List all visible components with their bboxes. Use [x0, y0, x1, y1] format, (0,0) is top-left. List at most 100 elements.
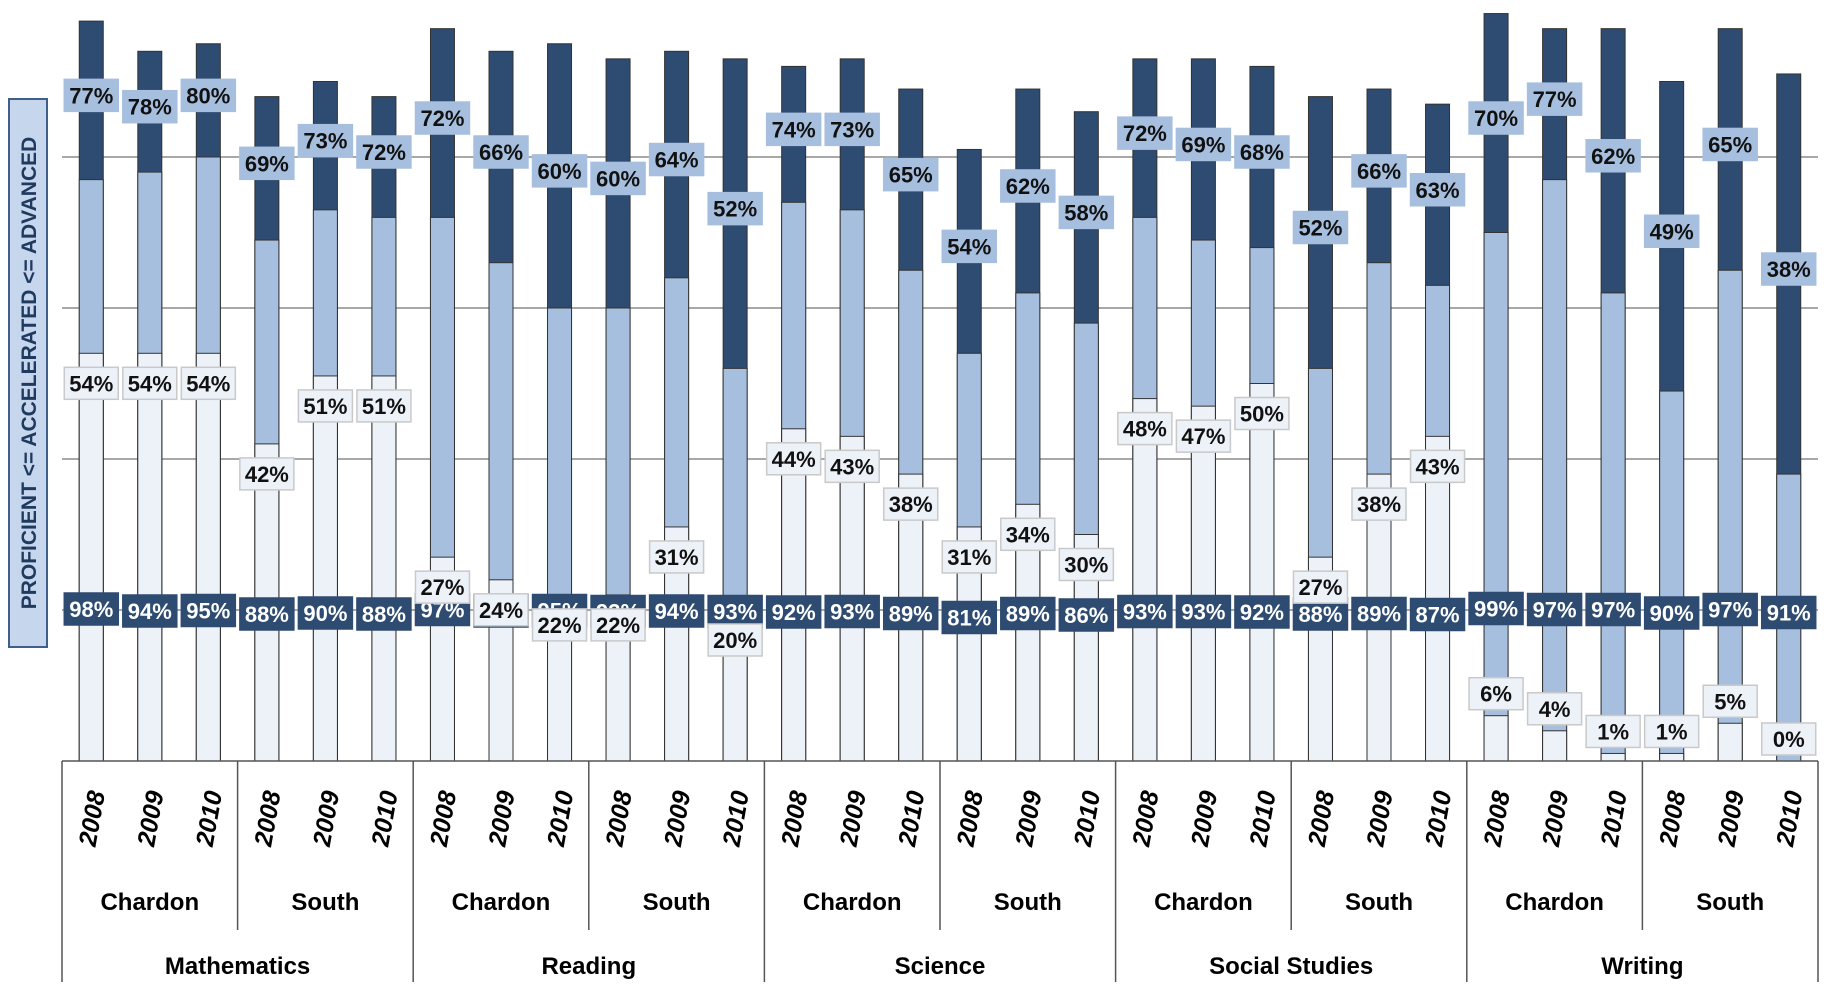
- data-label: 94%: [128, 599, 172, 624]
- data-label: 48%: [1123, 417, 1167, 442]
- data-label: 93%: [713, 600, 757, 625]
- data-label: 80%: [186, 83, 230, 108]
- data-label: 73%: [830, 117, 874, 142]
- data-label-box: [882, 487, 939, 521]
- data-label-box: [63, 78, 120, 113]
- data-label: 65%: [1708, 132, 1752, 157]
- data-label-box: [1468, 591, 1524, 626]
- data-label: 27%: [420, 575, 464, 600]
- data-label-box: [1351, 154, 1407, 188]
- data-label: 54%: [69, 371, 113, 396]
- data-label-box: [1058, 195, 1115, 230]
- data-label: 4%: [1539, 697, 1571, 722]
- data-label: 31%: [947, 545, 991, 570]
- data-label: 93%: [830, 600, 874, 625]
- data-label: 65%: [889, 163, 933, 188]
- year-tick-label: 2010: [1420, 789, 1457, 850]
- bar-accelerated: [1542, 179, 1568, 762]
- data-label: 62%: [1591, 144, 1635, 169]
- y-axis-label: PROFICIENT <= ACCELERATED <= ADVANCED: [18, 137, 41, 610]
- data-label: 62%: [1006, 174, 1050, 199]
- school-tick-label: Chardon: [1505, 889, 1604, 916]
- data-label-box: [1702, 684, 1758, 718]
- data-label-box: [1175, 419, 1232, 453]
- year-tick-label: 2010: [1771, 789, 1808, 850]
- data-label: 54%: [128, 371, 172, 396]
- data-label: 69%: [1181, 132, 1225, 157]
- data-label-box: [180, 366, 237, 401]
- data-label: 1%: [1597, 719, 1629, 744]
- data-label-box: [1585, 139, 1641, 173]
- year-tick-label: 2008: [600, 789, 637, 850]
- data-label: 66%: [1357, 159, 1401, 184]
- bar-advanced: [1190, 405, 1216, 762]
- data-label-box: [1292, 210, 1349, 245]
- data-label-box: [1058, 547, 1115, 582]
- data-label-box: [473, 593, 529, 627]
- data-label-box: [707, 191, 763, 226]
- data-label-box: [1000, 596, 1056, 631]
- bar-accelerated: [1717, 269, 1743, 762]
- data-label-box: [1585, 592, 1641, 627]
- data-label-box: [1643, 714, 1700, 749]
- data-label-box: [707, 623, 763, 657]
- data-label: 24%: [479, 598, 523, 623]
- data-label: 70%: [1474, 106, 1518, 131]
- data-label-box: [63, 592, 120, 626]
- data-label: 0%: [1773, 727, 1805, 752]
- data-label-box: [1585, 714, 1641, 749]
- subject-tick-label: Writing: [1601, 953, 1683, 980]
- bar-accelerated: [1659, 390, 1685, 762]
- data-label-box: [941, 540, 998, 574]
- data-label-box: [1000, 517, 1056, 552]
- data-label-box: [1175, 594, 1232, 629]
- data-label: 1%: [1656, 719, 1688, 744]
- data-label-box: [1702, 592, 1758, 627]
- school-tick-label: Chardon: [803, 889, 902, 916]
- data-label-box: [239, 597, 295, 631]
- year-tick-label: 2010: [1069, 789, 1106, 850]
- data-label: 92%: [772, 600, 816, 625]
- data-label-box: [1760, 722, 1817, 756]
- data-label: 72%: [420, 106, 464, 131]
- data-label: 72%: [1123, 121, 1167, 146]
- data-label-box: [824, 112, 880, 147]
- bar-accelerated: [1600, 292, 1626, 762]
- data-label-box: [356, 135, 412, 169]
- data-label-box: [824, 449, 880, 484]
- data-label-box: [239, 457, 295, 491]
- data-label: 60%: [538, 159, 582, 184]
- data-label-box: [941, 600, 998, 635]
- data-label: 74%: [772, 117, 816, 142]
- school-tick-label: South: [994, 889, 1062, 916]
- school-tick-label: Chardon: [452, 889, 551, 916]
- data-label: 89%: [889, 602, 933, 627]
- data-label: 22%: [596, 613, 640, 638]
- data-label: 95%: [186, 599, 230, 624]
- data-label: 66%: [479, 140, 523, 165]
- data-label: 42%: [245, 462, 289, 487]
- data-label-box: [1234, 595, 1290, 629]
- bar-advanced: [1659, 752, 1685, 762]
- bar-accelerated: [1483, 232, 1509, 762]
- data-label-box: [1000, 169, 1056, 203]
- data-label-box: [590, 608, 646, 642]
- data-label: 98%: [69, 597, 113, 622]
- year-tick-label: 2010: [1244, 789, 1281, 850]
- data-label: 88%: [245, 602, 289, 627]
- data-label: 97%: [1533, 598, 1577, 623]
- data-label-box: [122, 366, 178, 401]
- data-label: 88%: [1298, 602, 1342, 627]
- data-label-box: [1643, 596, 1700, 630]
- year-tick-label: 2009: [308, 789, 345, 850]
- data-label: 49%: [1650, 219, 1694, 244]
- bar-advanced: [137, 352, 163, 762]
- year-tick-label: 2008: [1654, 789, 1691, 850]
- bar-advanced: [195, 352, 221, 762]
- data-label: 86%: [1064, 603, 1108, 628]
- year-tick-label: 2010: [1595, 789, 1632, 850]
- data-label: 52%: [1298, 216, 1342, 241]
- school-tick-label: South: [1696, 889, 1764, 916]
- data-label-box: [414, 101, 471, 135]
- data-label: 58%: [1064, 200, 1108, 225]
